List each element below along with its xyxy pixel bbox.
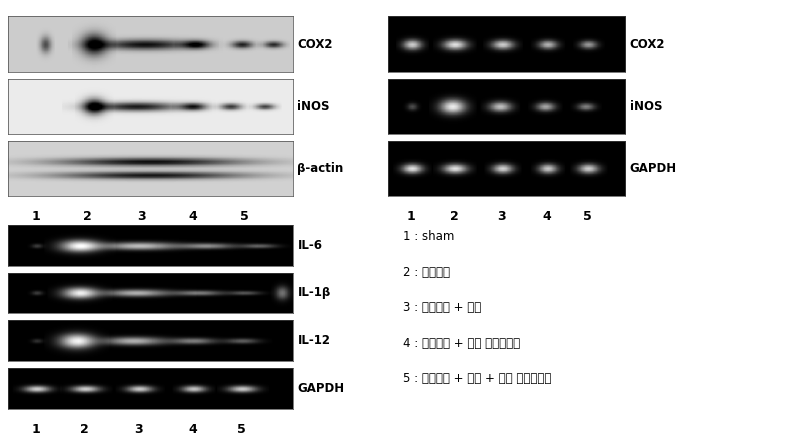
Text: 3: 3 (498, 210, 505, 224)
Text: 3 : 유싩유발 + 실크: 3 : 유싩유발 + 실크 (403, 301, 482, 314)
Text: COX2: COX2 (297, 38, 333, 51)
Text: 4: 4 (188, 210, 198, 224)
Text: 5: 5 (240, 210, 248, 224)
Text: iNOS: iNOS (297, 100, 330, 113)
Text: 5: 5 (237, 423, 246, 434)
Text: 2: 2 (449, 210, 459, 224)
Text: 3: 3 (134, 423, 143, 434)
Text: COX2: COX2 (630, 38, 665, 51)
Text: 5: 5 (582, 210, 592, 224)
Text: 4: 4 (188, 423, 198, 434)
Text: IL-12: IL-12 (297, 334, 331, 347)
Text: β-actin: β-actin (297, 162, 343, 175)
Text: 2 : 유싩유발: 2 : 유싩유발 (403, 266, 450, 279)
Text: 1 : sham: 1 : sham (403, 230, 455, 243)
Text: 1: 1 (407, 210, 416, 224)
Text: 1: 1 (32, 423, 41, 434)
Text: GAPDH: GAPDH (297, 382, 345, 395)
Text: 3: 3 (138, 210, 146, 224)
Text: iNOS: iNOS (630, 100, 662, 113)
Text: GAPDH: GAPDH (630, 162, 677, 175)
Text: 4: 4 (542, 210, 551, 224)
Text: 2: 2 (83, 210, 92, 224)
Text: 2: 2 (81, 423, 89, 434)
Text: 5 : 유싩유발 + 실크 + 시판 유싩방지제: 5 : 유싩유발 + 실크 + 시판 유싩방지제 (403, 372, 552, 385)
Text: IL-6: IL-6 (297, 239, 323, 252)
Text: 4 : 유싩유발 + 시판 유싩방지제: 4 : 유싩유발 + 시판 유싩방지제 (403, 337, 520, 350)
Text: 1: 1 (32, 210, 41, 224)
Text: IL-1β: IL-1β (297, 286, 331, 299)
